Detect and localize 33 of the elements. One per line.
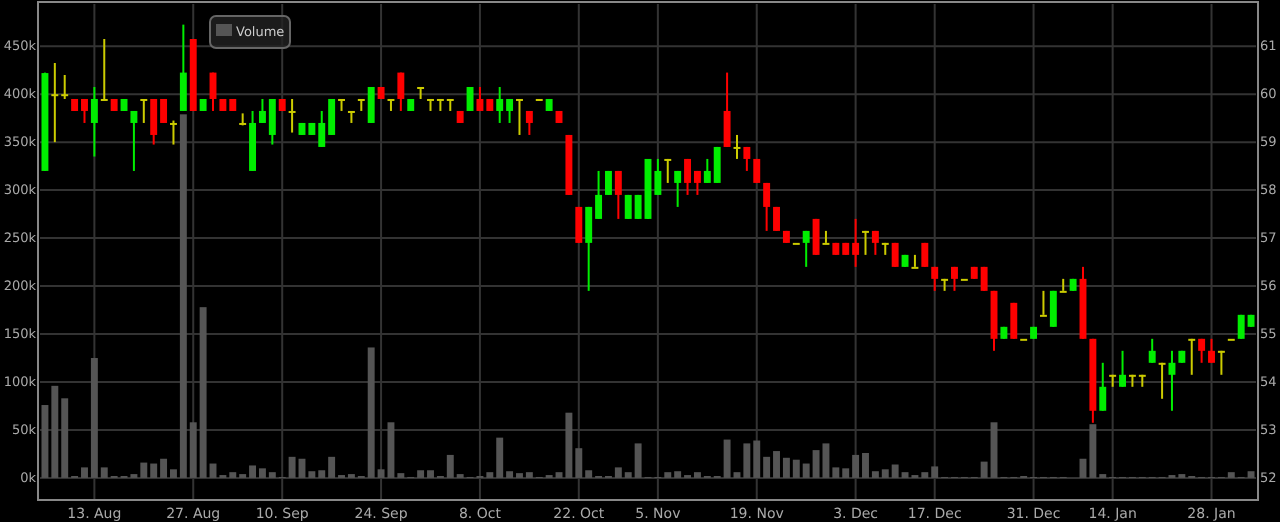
candlestick [1188,337,1196,376]
candlestick [249,109,257,172]
candlestick [130,109,138,172]
candlestick [1039,289,1047,317]
candlestick [1099,361,1107,412]
candlestick [100,38,108,101]
candlestick [723,71,731,148]
candlestick [664,157,672,184]
candlestick [516,97,523,136]
candlestick [367,85,375,124]
candlestick [575,205,583,244]
candlestick [1119,349,1126,388]
candlestick [812,217,820,256]
candlestick [822,229,830,245]
candlestick [614,169,622,220]
candlestick [1208,337,1215,364]
candlestick [911,253,919,269]
candlestick [763,181,771,232]
candlestick [1010,301,1018,340]
candlestick [1049,289,1057,328]
candlestick [802,229,810,268]
candlestick [170,119,177,146]
candlestick [90,85,98,158]
candlestick [140,97,148,124]
candlestick [862,229,869,256]
candlestick [1059,277,1067,293]
candlestick [397,71,405,112]
candlestick [1148,337,1156,364]
candlestick [179,23,187,112]
candlestick [674,169,682,208]
candlestick [1217,349,1225,376]
candlestick [1158,361,1166,400]
candlestick [288,97,296,134]
